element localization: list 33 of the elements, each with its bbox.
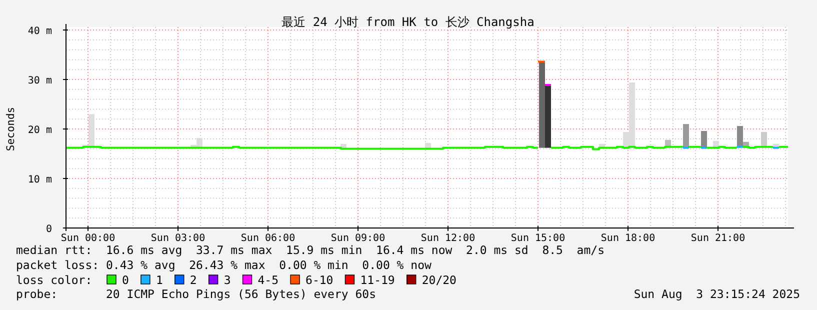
y-tick-label: 10 m [28, 174, 52, 186]
legend-label: 1 [156, 273, 163, 287]
text: probe: 20 ICMP Echo Pings (56 Bytes) every 60s [16, 287, 376, 301]
text: packet loss: 0.43 % avg 26.43 % max 0.00 % min 0.00 % now [16, 258, 432, 272]
x-tick-label: Sun 18:00 [600, 233, 656, 244]
x-tick-label: Sun 06:00 [240, 233, 296, 244]
legend-label: 6-10 [306, 273, 334, 287]
x-tick-label: Sun 15:00 [510, 233, 566, 244]
y-axis-title: Seconds [5, 106, 17, 152]
text: Sun Aug 3 23:15:24 2025 [634, 287, 800, 301]
y-tick-label: 30 m [28, 76, 52, 86]
bar [683, 124, 689, 148]
text: median rtt: 16.6 ms avg 33.7 ms max 15.9 ms min 16.4 ms now 2.0 ms sd 8.5 am/s [16, 243, 605, 257]
bar [539, 61, 545, 148]
bar [737, 126, 743, 147]
x-tick-label: Sun 21:00 [690, 233, 746, 244]
bar [545, 84, 551, 148]
legend-label: 2 [190, 273, 197, 287]
legend-title: loss color: [16, 273, 92, 287]
legend-label: 11-19 [360, 273, 395, 287]
legend-label: 3 [224, 273, 231, 287]
y-tick-label: 20 m [28, 125, 52, 136]
x-tick-label: Sun 00:00 [60, 233, 116, 244]
chart-title: 最近 24 小时 from HK to 长沙 Changsha [282, 15, 534, 29]
y-tick-label: 40 m [28, 26, 52, 37]
legend-label: 4-5 [258, 273, 279, 287]
legend-label: 20/20 [422, 273, 457, 287]
y-tick-label: 0 [46, 224, 52, 235]
x-tick-label: Sun 12:00 [420, 233, 476, 244]
x-tick-label: Sun 03:00 [150, 233, 206, 244]
legend-label: 0 [122, 273, 129, 287]
bar [701, 130, 707, 148]
x-tick-label: Sun 09:00 [330, 233, 386, 244]
